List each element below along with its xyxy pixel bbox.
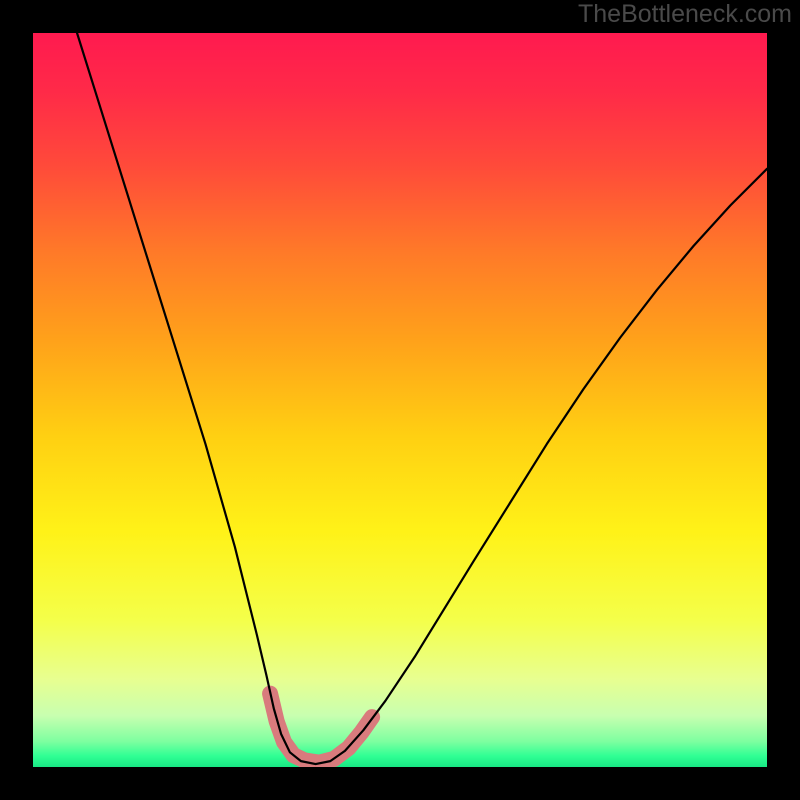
plot-area: [33, 33, 767, 767]
bottleneck-chart-svg: [33, 33, 767, 767]
watermark-label: TheBottleneck.com: [578, 0, 792, 29]
chart-stage: TheBottleneck.com: [0, 0, 800, 800]
gradient-background: [33, 33, 767, 767]
